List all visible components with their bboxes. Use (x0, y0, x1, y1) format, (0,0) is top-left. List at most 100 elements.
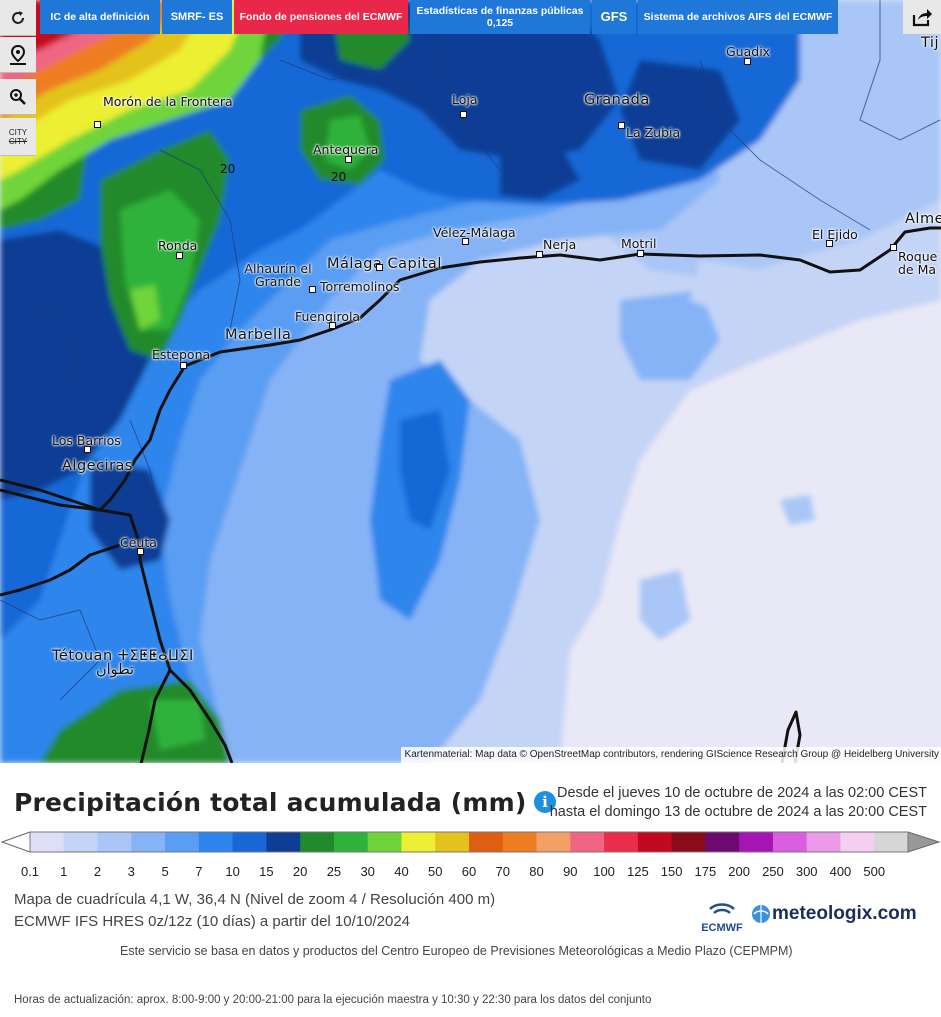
place-marker (84, 446, 91, 453)
period-to: hasta el domingo 13 de octubre de 2024 a… (549, 804, 927, 820)
zoom-icon (10, 88, 26, 105)
place-marker (309, 286, 316, 293)
legend-value: 7 (195, 864, 203, 879)
info-icon[interactable]: i (534, 791, 556, 813)
legend-value: 90 (563, 864, 578, 879)
update-note: Horas de actualización: aprox. 8:00-9:00… (14, 994, 652, 1006)
legend-swatch (705, 832, 740, 852)
legend-value: 50 (427, 864, 443, 879)
map-attribution: Kartenmaterial: Map data © OpenStreetMap… (400, 747, 941, 763)
place-marker (137, 548, 144, 555)
legend-value: 400 (829, 864, 852, 879)
place-label: Loja (452, 92, 478, 107)
model-info: ECMWF IFS HRES 0z/12z (10 días) a partir… (14, 913, 410, 930)
legend-value: 40 (394, 864, 409, 879)
legend-swatch (401, 832, 436, 852)
place-label: Tij (921, 35, 939, 51)
place-label: تطوان (96, 662, 135, 678)
legend-value: 3 (127, 864, 135, 879)
share-button[interactable] (903, 0, 941, 34)
legend-swatch (739, 832, 774, 852)
legend-value: 10 (225, 864, 240, 879)
place-label: Marbella (225, 327, 292, 343)
tab-ic-hd[interactable]: IC de alta definición (40, 0, 160, 34)
legend-swatch (198, 832, 234, 852)
legend-swatch (63, 832, 99, 852)
legend-swatch (97, 832, 132, 852)
place-label: Motril (621, 236, 657, 251)
place-label: Alme (905, 211, 941, 227)
tab-aifs-archive[interactable]: Sistema de archivos AIFS del ECMWF (638, 0, 838, 34)
legend-value: 15 (259, 864, 274, 879)
legend-swatch (469, 832, 504, 852)
place-marker (94, 121, 101, 128)
share-icon (912, 9, 932, 27)
place-label: Alhaurín el Grande (244, 261, 312, 289)
legend-left-arrow (0, 831, 31, 853)
legend-swatch (840, 832, 875, 852)
place-label: La Zubia (626, 125, 681, 140)
place-label: Roque de Ma (898, 249, 938, 277)
place-label: Tétouan ⵜⵉⵟⵟⴰⵡⵉⵏ (52, 648, 194, 664)
legend-swatch (671, 832, 706, 852)
legend-swatch (333, 832, 369, 852)
zoom-button[interactable] (0, 79, 36, 115)
ecmwf-logo-text: ECMWF (701, 922, 743, 934)
legend-value: 125 (626, 864, 649, 879)
place-marker (536, 251, 543, 258)
legend-swatch (300, 832, 335, 852)
place-marker (180, 362, 187, 369)
legend-value: 500 (863, 864, 886, 879)
place-marker (744, 58, 751, 65)
place-marker (462, 238, 469, 245)
legend-value: 150 (660, 864, 683, 879)
legend-value: 20 (292, 864, 308, 879)
city-toggle-icon-strike: CITY (8, 136, 28, 146)
tab-label: SMRF- ES (170, 11, 224, 23)
tab-gfs[interactable]: GFS (592, 0, 636, 34)
place-label: Morón de la Frontera (103, 94, 233, 109)
legend-swatch (131, 832, 166, 852)
tab-public-finance[interactable]: Estadísticas de finanzas públicas 0,125 (410, 0, 590, 34)
place-label: Antequera (313, 142, 379, 157)
legend-swatch (30, 832, 65, 852)
tab-smrf-es[interactable]: SMRF- ES (162, 0, 232, 34)
legend-value: 300 (795, 864, 818, 879)
legend-value: 60 (461, 864, 477, 879)
place-label: Nerja (543, 237, 577, 252)
legend-value: 5 (161, 864, 169, 879)
place-label: Fuengirola (295, 309, 361, 324)
ecmwf-logo: ECMWF (700, 903, 744, 937)
legend-value: 80 (529, 864, 544, 879)
ecmwf-logo-icon: ECMWF (701, 903, 743, 934)
place-marker (460, 111, 467, 118)
location-button[interactable] (0, 37, 36, 73)
legend-swatch (604, 832, 639, 852)
precipitation-map[interactable]: Morón de la Frontera Antequera Loja Gran… (0, 0, 941, 763)
place-label: El Ejido (812, 227, 858, 242)
legend-value: 200 (728, 864, 750, 879)
meteologix-globe-icon (752, 905, 770, 923)
refresh-button[interactable] (0, 0, 36, 36)
service-note: Este servicio se basa en datos y product… (120, 944, 793, 958)
legend-value: 70 (495, 864, 510, 879)
legend-swatch (806, 832, 841, 852)
map-title: Precipitación total acumulada (mm) (14, 788, 527, 817)
tab-label: IC de alta definición (50, 11, 150, 23)
city-toggle-icon: CITY (8, 127, 28, 137)
place-label: Málaga Capital (327, 256, 442, 272)
place-label: Guadix (726, 44, 771, 59)
place-label: Vélez-Málaga (433, 225, 516, 240)
legend-swatch (266, 832, 301, 852)
period-from: Desde el jueves 10 de octubre de 2024 a … (557, 785, 927, 801)
place-marker (637, 250, 644, 257)
legend-value: 175 (694, 864, 717, 879)
meteologix-logo[interactable]: meteologix.com (750, 903, 917, 925)
legend-value: 30 (360, 864, 375, 879)
city-toggle-button[interactable]: CITY CITY (0, 118, 36, 156)
tab-ecmwf-pension[interactable]: Fondo de pensiones del ECMWF (234, 0, 408, 34)
legend-swatch (772, 832, 808, 852)
refresh-icon (12, 10, 24, 24)
isoline-label: 20 (220, 162, 236, 176)
place-label: Torremolinos (320, 279, 400, 294)
